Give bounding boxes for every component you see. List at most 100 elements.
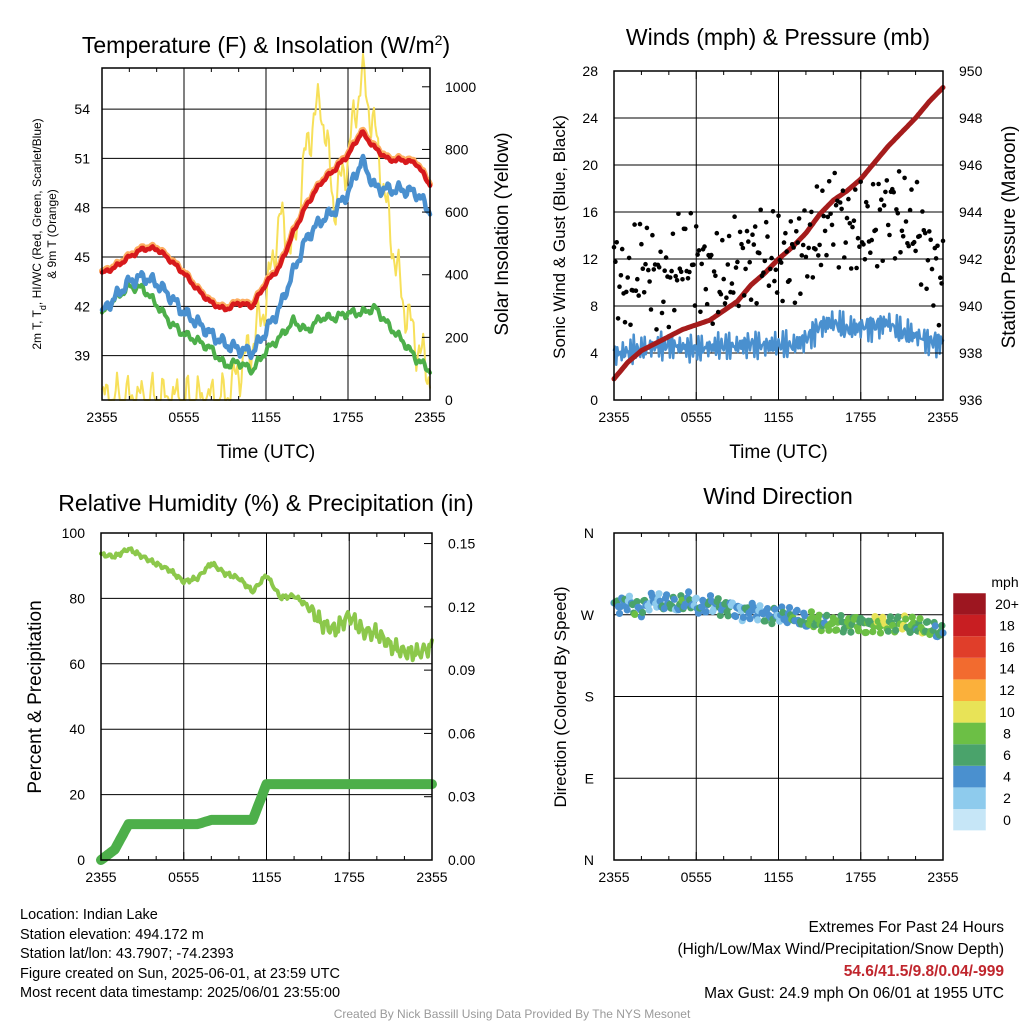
colorbar-label: 14	[999, 661, 1015, 677]
title-close: )	[442, 32, 450, 58]
gust-point	[691, 262, 696, 268]
gust-point	[931, 303, 936, 308]
y-tick-label-left: 0	[77, 852, 85, 868]
direction-point	[807, 608, 816, 616]
direction-point	[706, 592, 715, 600]
y-tick-label-right: 940	[959, 298, 983, 314]
gust-point	[788, 219, 794, 224]
gust-point	[651, 267, 657, 272]
direction-point	[823, 611, 831, 620]
x-tick-label: 0555	[168, 869, 199, 885]
gust-point	[863, 199, 869, 205]
y-tick-label-right: 0.12	[448, 599, 475, 615]
gust-point	[628, 322, 633, 328]
gust-point	[658, 249, 663, 255]
colorbar-swatch	[953, 744, 986, 766]
direction-point	[855, 627, 863, 635]
gust-point	[796, 216, 802, 221]
gust-point	[632, 222, 637, 227]
direction-point	[876, 629, 885, 637]
gust-point	[761, 270, 766, 276]
gust-point	[776, 213, 781, 219]
y-tick-label-right: 946	[959, 157, 983, 173]
y-tick-label-left: N	[584, 525, 594, 541]
direction-point	[847, 628, 855, 636]
colorbar-label: 10	[999, 704, 1015, 720]
colorbar-swatch	[953, 614, 986, 637]
extremes-subtitle: (High/Low/Max Wind/Precipitation/Snow De…	[677, 941, 1005, 958]
x-axis-label: Time (UTC)	[217, 442, 316, 463]
gust-point	[899, 228, 905, 234]
direction-point	[716, 611, 725, 620]
gust-point	[870, 181, 876, 187]
gust-point	[724, 295, 729, 301]
direction-point	[801, 612, 809, 620]
gust-point	[614, 240, 619, 245]
grid-lines	[100, 532, 433, 861]
colorbar-outline	[952, 592, 987, 831]
x-tick-label: 2355	[86, 409, 117, 425]
gust-point	[922, 230, 928, 236]
gust-point	[737, 229, 743, 235]
gust-point	[666, 324, 672, 330]
x-tick-label: 1155	[251, 869, 281, 885]
gust-point	[780, 298, 785, 304]
y-tick-label-left: 39	[74, 348, 90, 364]
chart-title: Winds (mph) & Pressure (mb)	[626, 24, 930, 50]
gust-point	[896, 169, 902, 174]
y-tick-label-left: 42	[74, 298, 90, 314]
gust-point	[920, 209, 925, 214]
direction-point	[815, 611, 823, 619]
y-axis-label-left: Percent & Precipitation	[25, 600, 46, 793]
y-axis-label-left-line2: & 9m T (Orange)	[45, 189, 59, 279]
gust-point	[622, 319, 628, 325]
gust-point	[824, 252, 829, 258]
direction-point	[771, 605, 779, 614]
y-tick-label-left: 51	[74, 150, 90, 166]
gust-point	[754, 301, 759, 306]
direction-point	[631, 610, 639, 619]
station-latlon: Station lat/lon: 43.7907; -74.2393	[20, 946, 234, 962]
gust-point	[800, 242, 806, 248]
colorbar-swatch	[953, 657, 986, 680]
gust-point	[695, 252, 700, 257]
direction-point	[633, 598, 641, 606]
gust-point	[647, 279, 652, 284]
x-tick-label: 1155	[251, 409, 281, 425]
gust-point	[685, 276, 691, 281]
series-temp	[99, 129, 433, 313]
colorbar-swatch	[953, 787, 986, 809]
gust-point	[637, 221, 643, 227]
gust-point	[865, 204, 870, 209]
gust-point	[763, 219, 769, 225]
colorbar-label: 16	[999, 639, 1015, 655]
gust-point	[722, 301, 728, 306]
gust-point	[840, 188, 846, 193]
gust-point	[839, 206, 844, 212]
gust-point	[633, 288, 639, 294]
direction-point	[785, 604, 794, 612]
direction-point	[894, 613, 902, 621]
gust-point	[774, 290, 780, 295]
direction-point	[779, 608, 787, 617]
gust-point	[911, 239, 917, 245]
gust-point	[662, 268, 667, 274]
gust-point	[741, 293, 747, 298]
direction-point	[732, 612, 740, 621]
gust-point	[924, 286, 929, 292]
y-tick-label-right: 936	[959, 392, 983, 408]
gust-point	[877, 207, 883, 212]
direction-point	[663, 591, 671, 599]
gust-point	[744, 228, 750, 234]
gust-point	[842, 255, 847, 260]
colorbar: mph 0 2 4 6 8 10 12 14 16 18 20+	[952, 574, 1019, 831]
gust-point	[729, 281, 735, 286]
gust-point	[822, 228, 828, 234]
gust-point	[683, 226, 688, 232]
gust-point	[880, 258, 885, 264]
gust-point	[762, 258, 768, 264]
x-tick-label: 2355	[598, 409, 629, 425]
gust-point	[720, 237, 725, 243]
y-tick-label-left: 80	[69, 590, 85, 606]
